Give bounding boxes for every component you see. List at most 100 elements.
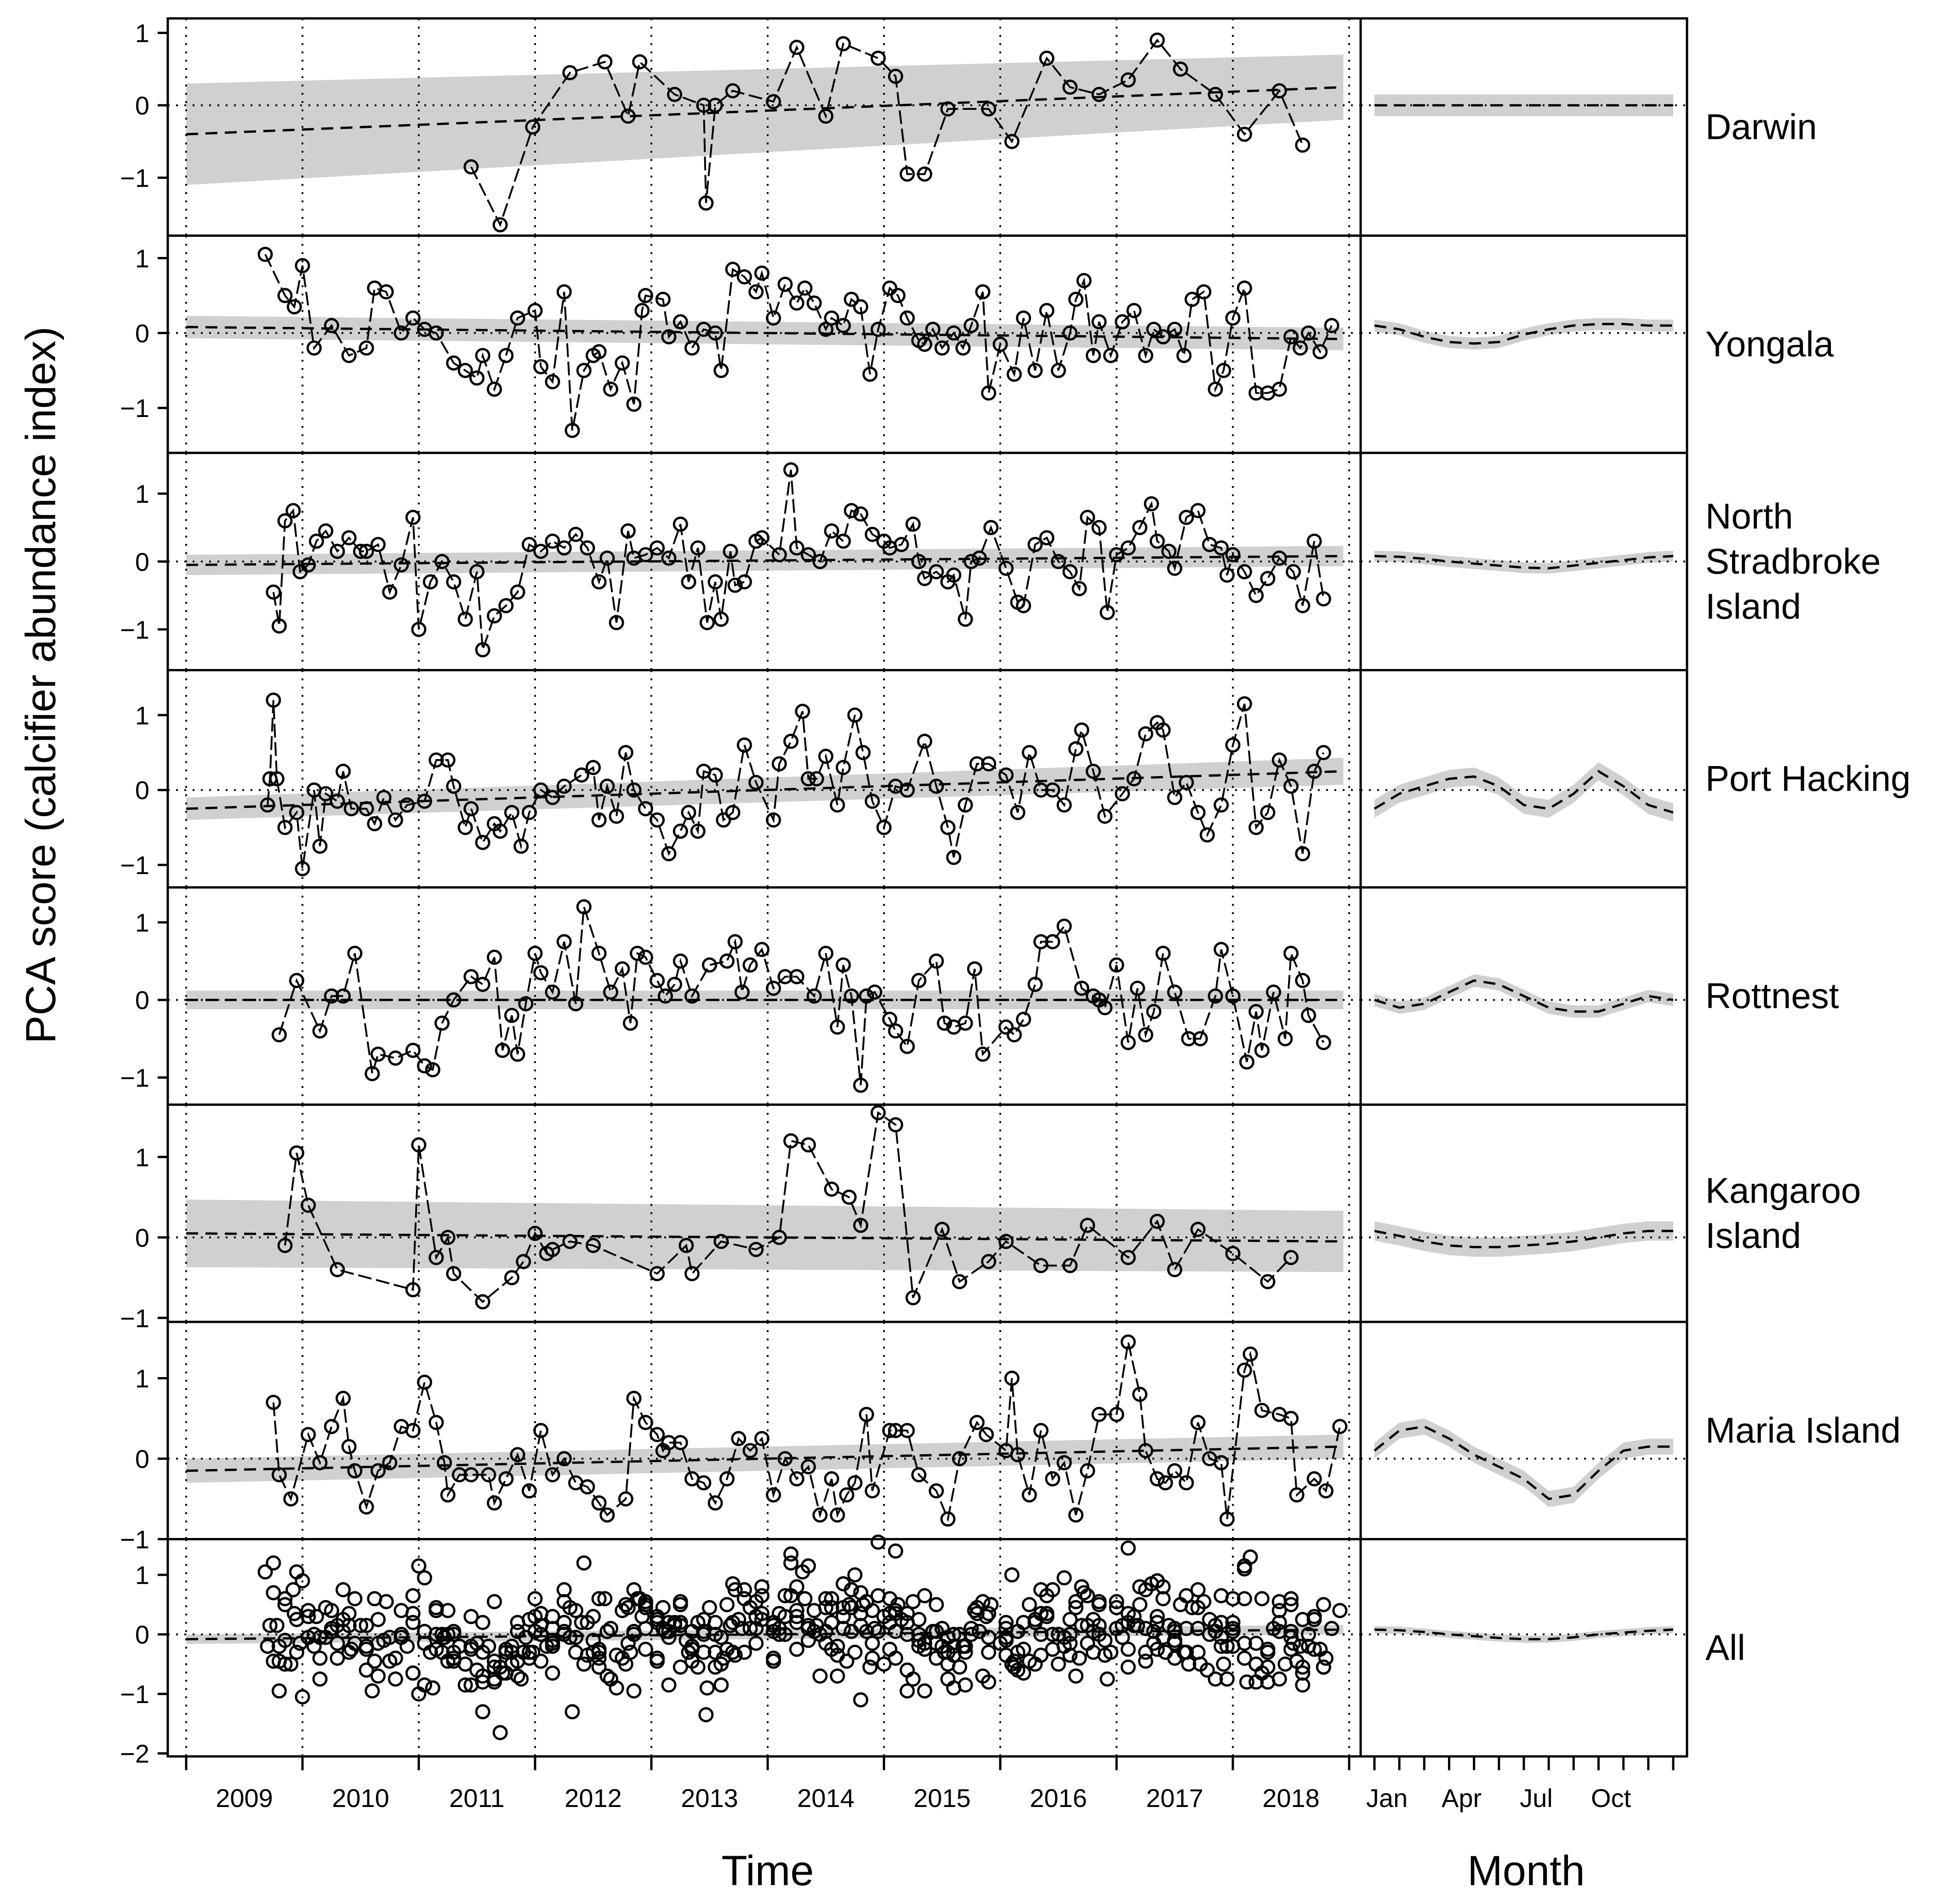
data-point bbox=[1167, 1621, 1182, 1636]
data-point bbox=[487, 1659, 502, 1675]
site-label: Maria Island bbox=[1705, 1410, 1901, 1450]
data-point bbox=[731, 1612, 747, 1627]
data-point bbox=[789, 40, 804, 55]
data-point bbox=[1080, 1218, 1095, 1233]
y-tick-label: 0 bbox=[135, 1620, 149, 1649]
x-tick-label: 2012 bbox=[564, 1784, 622, 1813]
data-point bbox=[809, 771, 824, 787]
data-point bbox=[1045, 934, 1060, 949]
data-point bbox=[801, 1558, 816, 1574]
data-point bbox=[568, 996, 583, 1012]
y-tick-label: 1 bbox=[135, 701, 149, 730]
data-point bbox=[576, 1555, 592, 1571]
seasonal-line bbox=[1374, 1628, 1674, 1641]
data-point bbox=[422, 574, 438, 589]
data-point bbox=[504, 1007, 519, 1023]
data-point bbox=[963, 318, 979, 333]
data-point bbox=[599, 1624, 615, 1639]
seasonal-ci-band bbox=[1374, 318, 1673, 350]
data-point bbox=[521, 1483, 537, 1498]
data-point bbox=[1196, 284, 1212, 300]
data-point bbox=[888, 1423, 903, 1438]
data-point bbox=[742, 1443, 758, 1458]
data-point bbox=[1004, 1567, 1020, 1583]
data-point bbox=[690, 540, 706, 556]
data-point bbox=[777, 969, 793, 984]
site-label: Darwin bbox=[1705, 106, 1817, 147]
data-point bbox=[603, 1621, 618, 1636]
data-point bbox=[1157, 1645, 1173, 1660]
data-point bbox=[1051, 1656, 1066, 1672]
data-point bbox=[1254, 1591, 1270, 1607]
data-point bbox=[707, 767, 723, 783]
data-point bbox=[650, 1427, 665, 1442]
data-point bbox=[626, 396, 642, 412]
data-point bbox=[382, 1630, 398, 1645]
data-point bbox=[719, 1471, 735, 1487]
data-point bbox=[1214, 797, 1229, 813]
data-point bbox=[867, 984, 883, 1000]
data-point bbox=[975, 1046, 991, 1062]
data-point bbox=[1056, 1455, 1072, 1470]
data-point bbox=[277, 1597, 293, 1612]
y-tick-label: 1 bbox=[135, 1364, 149, 1393]
data-point bbox=[981, 756, 997, 772]
data-point bbox=[1155, 722, 1171, 738]
data-point bbox=[556, 1451, 572, 1466]
data-point bbox=[1316, 745, 1331, 760]
data-point bbox=[457, 363, 473, 378]
data-point bbox=[905, 1290, 921, 1305]
data-point bbox=[1316, 591, 1331, 606]
data-point bbox=[388, 1650, 403, 1666]
data-point bbox=[545, 374, 560, 389]
data-point bbox=[277, 820, 293, 835]
data-point bbox=[597, 54, 613, 69]
data-point bbox=[1248, 820, 1264, 835]
data-point bbox=[330, 543, 345, 559]
data-point bbox=[1080, 1463, 1095, 1479]
data-point bbox=[1033, 1647, 1049, 1663]
data-point bbox=[1010, 1624, 1026, 1639]
data-point bbox=[437, 1455, 452, 1470]
y-tick-label: −1 bbox=[120, 851, 149, 880]
data-point bbox=[1120, 1540, 1136, 1556]
y-tick-label: 0 bbox=[135, 1445, 149, 1474]
data-point bbox=[972, 550, 987, 566]
data-point bbox=[533, 1606, 549, 1621]
data-point bbox=[510, 1624, 525, 1639]
data-point bbox=[521, 1650, 537, 1666]
data-point bbox=[998, 1630, 1014, 1645]
y-tick-label: 0 bbox=[135, 319, 149, 348]
data-point bbox=[801, 1459, 816, 1475]
data-point bbox=[1295, 973, 1311, 988]
data-point bbox=[690, 823, 706, 839]
data-point bbox=[1115, 1630, 1130, 1645]
data-point bbox=[824, 1615, 839, 1630]
site-label: Island bbox=[1705, 1215, 1801, 1256]
data-point bbox=[824, 1181, 839, 1197]
data-point bbox=[393, 325, 409, 341]
data-point bbox=[599, 1668, 615, 1684]
data-point bbox=[865, 1635, 880, 1651]
data-point bbox=[634, 303, 650, 318]
data-point bbox=[684, 1266, 700, 1281]
data-point bbox=[1021, 1597, 1037, 1612]
data-point bbox=[1179, 509, 1194, 525]
data-point bbox=[312, 1650, 328, 1666]
data-point bbox=[1271, 83, 1287, 98]
data-point bbox=[1190, 805, 1206, 820]
data-point bbox=[1033, 782, 1049, 798]
data-point bbox=[533, 1423, 549, 1438]
data-point bbox=[405, 1665, 421, 1681]
data-point bbox=[1027, 363, 1043, 378]
data-point bbox=[1316, 1659, 1331, 1675]
data-point bbox=[440, 1653, 456, 1669]
data-point bbox=[1254, 1042, 1270, 1058]
data-point bbox=[487, 1594, 502, 1609]
data-point bbox=[1062, 564, 1078, 579]
data-point bbox=[1225, 547, 1241, 562]
data-point bbox=[1286, 564, 1301, 579]
data-point bbox=[1332, 1603, 1348, 1618]
data-point bbox=[277, 513, 293, 529]
